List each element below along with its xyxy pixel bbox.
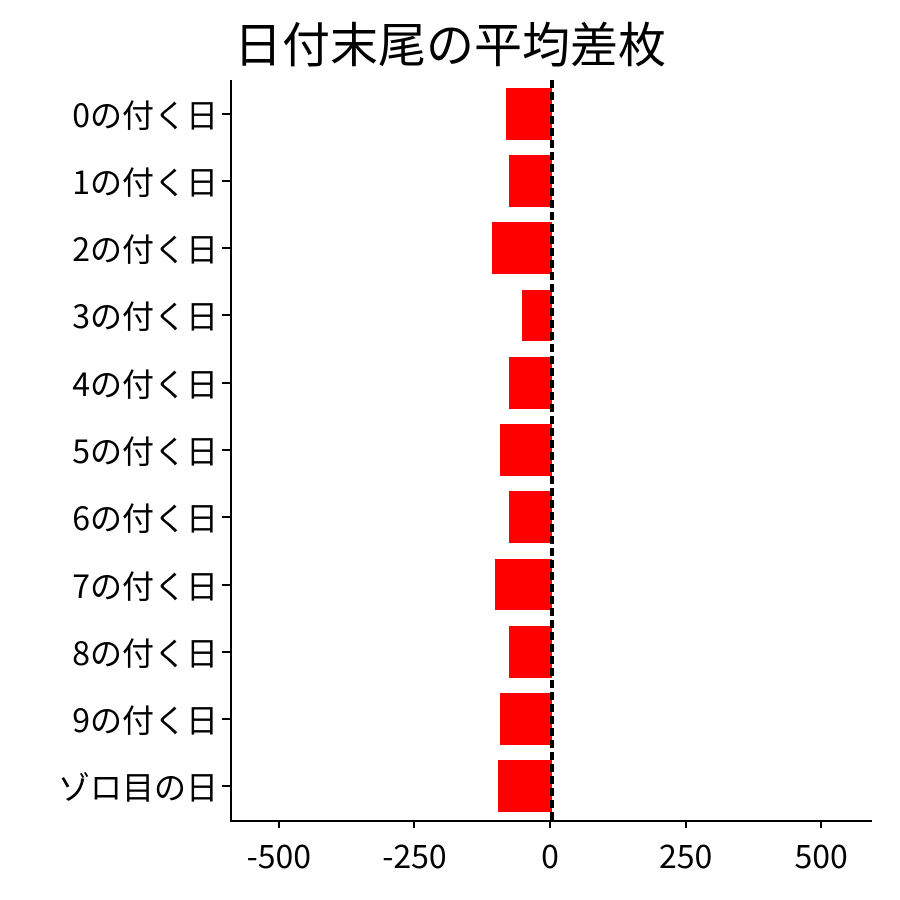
chart-title: 日付末尾の平均差枚 bbox=[0, 6, 900, 76]
y-tick bbox=[222, 785, 230, 787]
bar bbox=[492, 222, 552, 274]
x-tick-label: 250 bbox=[659, 832, 712, 878]
x-tick-label: -250 bbox=[382, 832, 446, 878]
y-tick bbox=[222, 382, 230, 384]
x-tick bbox=[413, 820, 415, 828]
y-tick bbox=[222, 449, 230, 451]
bar bbox=[509, 155, 552, 207]
x-tick bbox=[820, 820, 822, 828]
y-tick bbox=[222, 247, 230, 249]
x-tick-label: 0 bbox=[541, 832, 559, 878]
bar bbox=[509, 491, 552, 543]
y-tick-label: 9の付く日 bbox=[0, 696, 218, 742]
bar bbox=[522, 290, 552, 342]
plot-area bbox=[230, 80, 872, 822]
y-tick bbox=[222, 113, 230, 115]
y-tick-label: 4の付く日 bbox=[0, 360, 218, 406]
y-tick bbox=[222, 516, 230, 518]
zero-reference-line bbox=[550, 80, 554, 820]
y-tick-label: 8の付く日 bbox=[0, 629, 218, 675]
y-tick bbox=[222, 584, 230, 586]
y-tick bbox=[222, 180, 230, 182]
bar bbox=[509, 626, 552, 678]
y-tick-label: 6の付く日 bbox=[0, 494, 218, 540]
bar bbox=[495, 559, 552, 611]
y-tick-label: 3の付く日 bbox=[0, 292, 218, 338]
y-tick-label: 7の付く日 bbox=[0, 562, 218, 608]
bar bbox=[500, 693, 552, 745]
chart-container: 日付末尾の平均差枚 0の付く日 1の付く日 2の付く日 3の付く日 4の付く日 5の付く日… bbox=[0, 0, 900, 900]
y-tick-label: 5の付く日 bbox=[0, 427, 218, 473]
x-tick bbox=[549, 820, 551, 828]
y-tick bbox=[222, 651, 230, 653]
x-tick bbox=[278, 820, 280, 828]
y-tick bbox=[222, 718, 230, 720]
y-tick bbox=[222, 314, 230, 316]
bar bbox=[500, 424, 552, 476]
bar bbox=[506, 88, 552, 140]
y-tick-label: ゾロ目の日 bbox=[0, 763, 218, 809]
x-tick-label: -500 bbox=[247, 832, 311, 878]
bar bbox=[509, 357, 552, 409]
y-tick-label: 1の付く日 bbox=[0, 158, 218, 204]
y-tick-label: 0の付く日 bbox=[0, 91, 218, 137]
y-tick-label: 2の付く日 bbox=[0, 225, 218, 271]
x-tick bbox=[685, 820, 687, 828]
x-tick-label: 500 bbox=[795, 832, 848, 878]
bar bbox=[498, 760, 552, 812]
